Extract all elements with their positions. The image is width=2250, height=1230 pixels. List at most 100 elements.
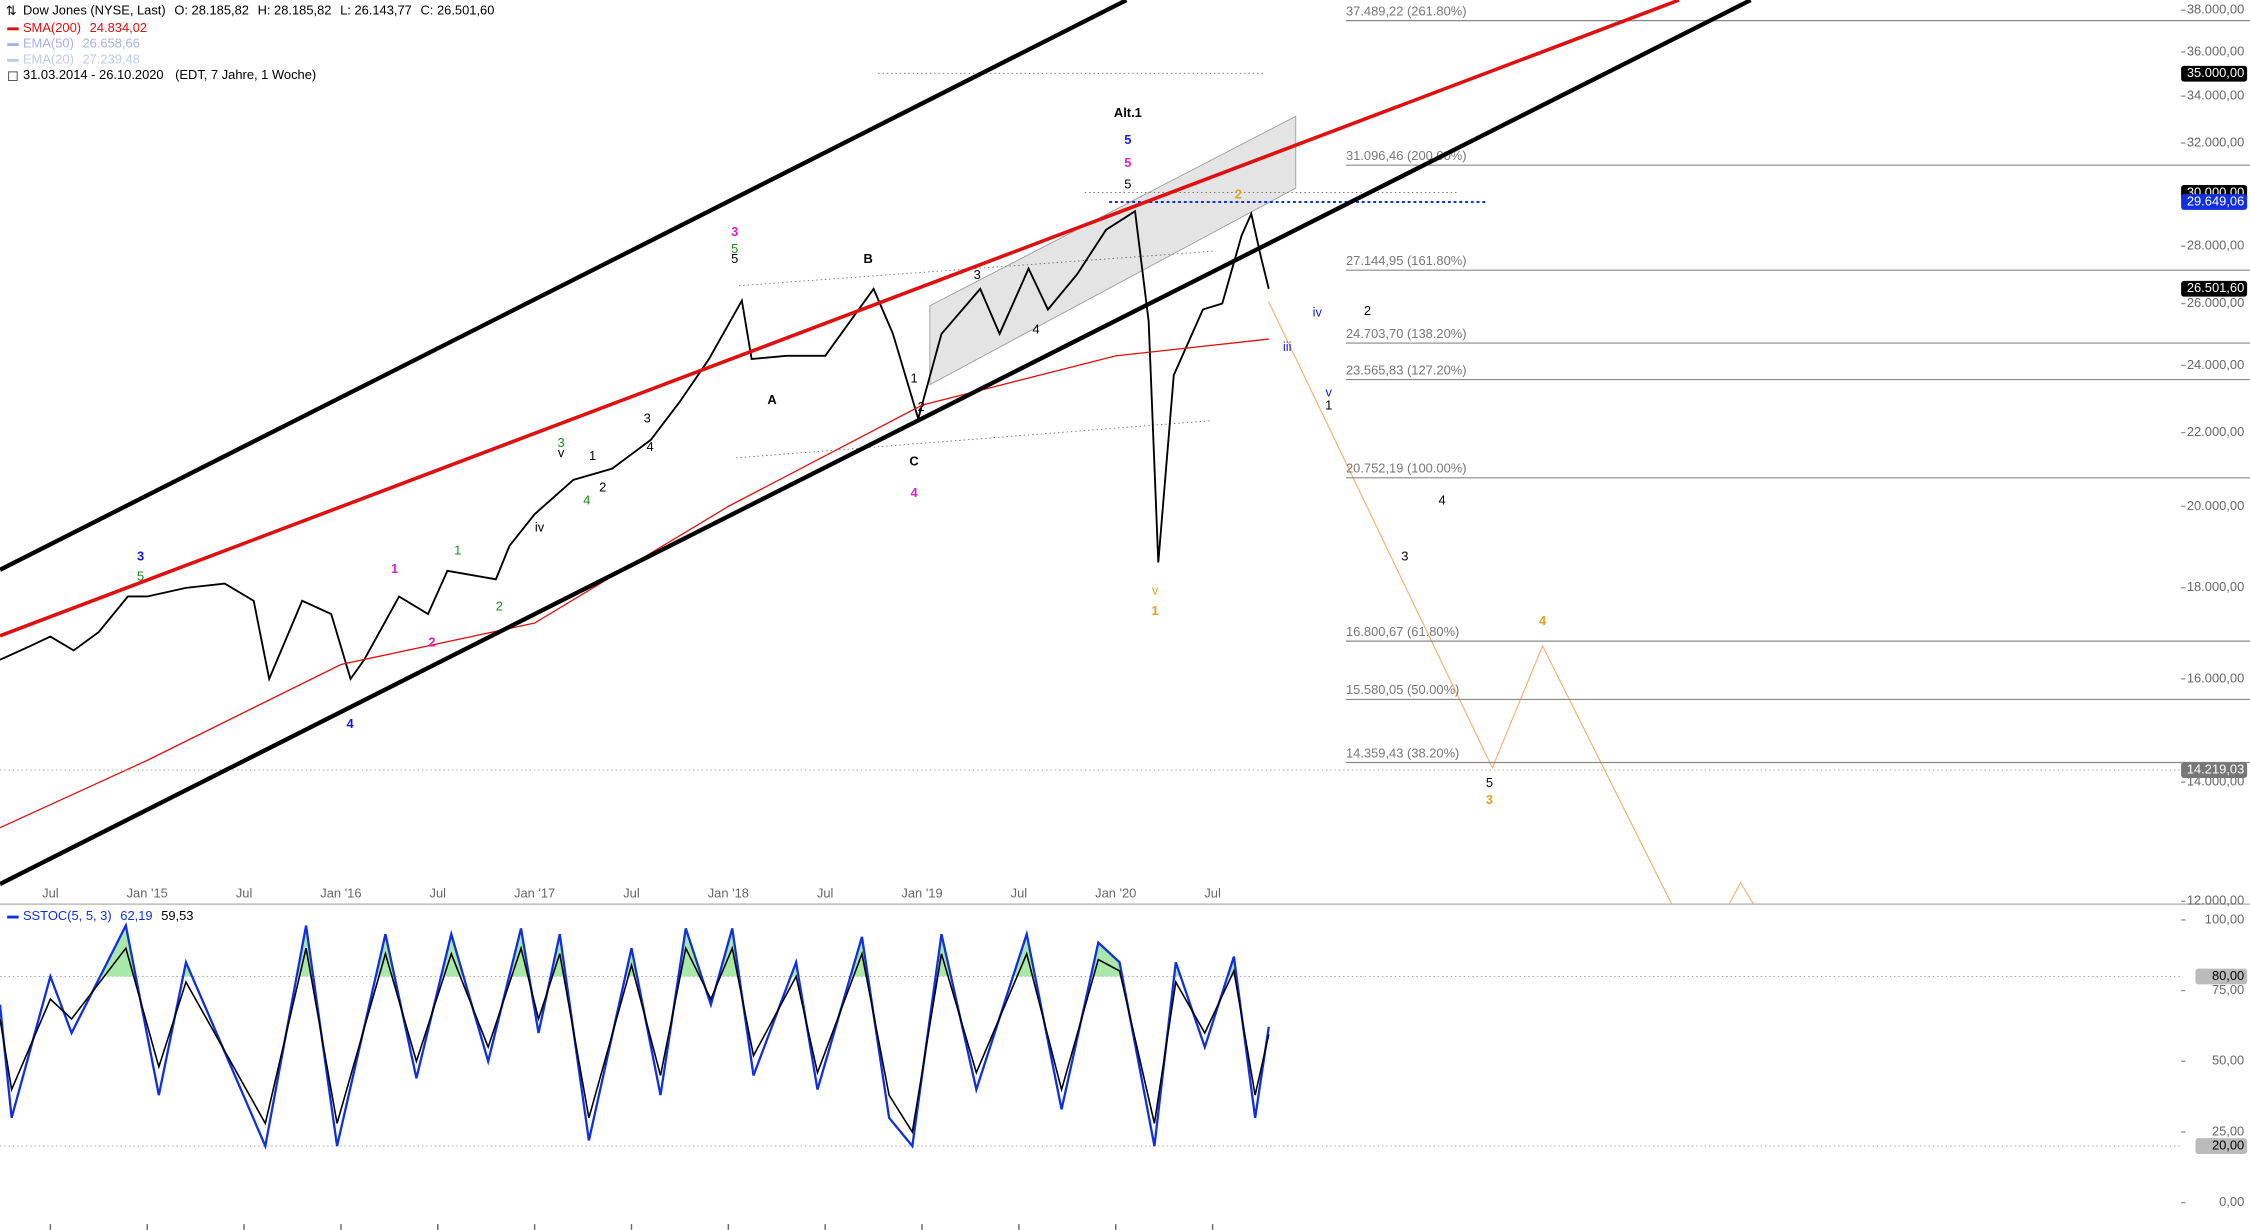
y-tick-label: 20.000,00	[2187, 498, 2244, 513]
wave-label: 3	[731, 224, 738, 239]
trend-line	[0, 0, 1680, 638]
trend-line	[738, 250, 1213, 287]
wave-label: 2	[1235, 187, 1242, 202]
fib-label: 23.565,83 (127.20%)	[1346, 362, 1467, 377]
wave-label: B	[863, 251, 872, 266]
legend-entry: Dow Jones (NYSE, Last) O: 28.185,82 H: 28.…	[23, 3, 494, 18]
wave-label: 1	[910, 370, 917, 385]
wave-label: 3	[137, 548, 144, 563]
wave-label: 2	[428, 634, 435, 649]
wave-label: 1	[391, 561, 398, 576]
wave-label: 4	[583, 492, 590, 507]
level-tag	[2195, 1138, 2248, 1154]
legend-entry: SSTOC(5, 5, 3) 62,19 59,53	[23, 908, 194, 923]
x-tick-label: Jan '16	[320, 886, 361, 901]
legend-text: (EDT, 7 Jahre, 1 Woche)	[175, 68, 316, 83]
legend-text: 26.658,66	[82, 36, 139, 51]
wave-label: 5	[137, 568, 144, 583]
wave-label: C	[909, 454, 918, 469]
wave-label: 2	[599, 479, 606, 494]
wave-label: 3	[557, 435, 564, 450]
price-tag	[2181, 65, 2248, 82]
legend-text: 62,19	[120, 908, 152, 923]
x-tick-label: Jan '20	[1095, 886, 1136, 901]
wave-label: 2	[918, 399, 925, 414]
trend-channel	[929, 115, 1297, 386]
trend-line	[736, 420, 1213, 459]
wave-label: iv	[1313, 304, 1323, 319]
legend-swatch	[7, 915, 19, 919]
level-tag-label: 20,00	[2212, 1137, 2244, 1152]
y-tick-label: 18.000,00	[2187, 579, 2244, 594]
legend-entry: SMA(200) 24.834,02	[23, 20, 147, 35]
y-tick-label: 75,00	[2212, 982, 2244, 997]
wave-label: 2	[496, 599, 503, 614]
fib-label: 31.096,46 (200.00%)	[1346, 148, 1467, 163]
wave-label: 5	[731, 241, 738, 256]
price-tag-label: 26.501,60	[2187, 280, 2244, 295]
wave-label: 5	[1486, 775, 1493, 790]
y-tick-label: 36.000,00	[2187, 43, 2244, 58]
level-tag	[2195, 968, 2248, 985]
x-tick-label: Jan '18	[708, 886, 749, 901]
x-tick-label: Jul	[42, 886, 59, 901]
wave-label: 2	[1364, 303, 1371, 318]
legend-swatch	[7, 43, 19, 47]
fib-label: 27.144,95 (161.80%)	[1346, 253, 1467, 268]
wave-label: Alt.1	[1114, 105, 1142, 120]
wave-label: v	[1326, 385, 1333, 400]
wave-label: 1	[454, 543, 461, 558]
y-tick-label: 16.000,00	[2187, 670, 2244, 685]
projection	[1267, 301, 1673, 905]
fib-label: 15.580,05 (50.00%)	[1346, 682, 1459, 697]
wave-label: 4	[1539, 613, 1547, 628]
price-line	[0, 338, 1269, 829]
fib-label: 16.800,67 (61.80%)	[1346, 624, 1459, 639]
wave-label: 5	[1124, 132, 1131, 147]
y-tick-label: 22.000,00	[2187, 424, 2244, 439]
price-tag-label: 35.000,00	[2187, 65, 2244, 80]
fib-label: 14.359,43 (38.20%)	[1346, 745, 1459, 760]
wave-label: 5	[1124, 155, 1131, 170]
wave-label: 3	[1486, 792, 1493, 807]
wave-label: 4	[347, 716, 355, 731]
x-tick-label: Jan '17	[514, 886, 555, 901]
y-tick-label: 25,00	[2212, 1123, 2244, 1138]
wave-label: 4	[910, 485, 918, 500]
level-tag-label: 80,00	[2212, 968, 2244, 983]
legend-text: EMA(20)	[23, 52, 74, 67]
x-tick-label: Jul	[430, 886, 446, 901]
x-tick-label: Jan '15	[127, 886, 168, 901]
y-tick-label: 32.000,00	[2187, 134, 2244, 149]
wave-label: 3	[974, 267, 981, 282]
y-tick-label: 28.000,00	[2187, 238, 2244, 253]
legend-text: 27.239,48	[82, 52, 139, 67]
fib-label: 24.703,70 (138.20%)	[1346, 326, 1467, 341]
legend-text: L: 26.143,77	[340, 3, 412, 18]
price-tag-label: 29.649,06	[2187, 193, 2244, 208]
legend-swatch	[7, 58, 19, 62]
y-tick-label: 50,00	[2212, 1053, 2244, 1068]
layout	[0, 72, 2250, 905]
legend-text: C: 26.501,60	[420, 3, 494, 18]
wave-label: 5	[731, 251, 738, 266]
price-tag	[2181, 762, 2248, 778]
legend-swatch	[7, 27, 19, 31]
legend-text: H: 28.185,82	[258, 3, 332, 18]
stoch-line	[0, 945, 1270, 1135]
legend-text: 24.834,02	[90, 20, 147, 35]
wave-label: iv	[535, 520, 545, 535]
x-tick-label: Jan '19	[901, 886, 942, 901]
legend-entry: EMA(50) 26.658,66	[23, 36, 140, 51]
wave-label: 1	[1152, 603, 1159, 618]
wave-label: 1	[1325, 398, 1332, 413]
price-tag-label: 14.219,03	[2187, 762, 2244, 777]
wave-label: 3	[644, 411, 651, 426]
legend-text: EMA(50)	[23, 36, 74, 51]
y-tick-label: 12.000,00	[2187, 893, 2244, 908]
channels	[0, 0, 1752, 886]
x-tick-label: Jul	[1204, 886, 1220, 901]
